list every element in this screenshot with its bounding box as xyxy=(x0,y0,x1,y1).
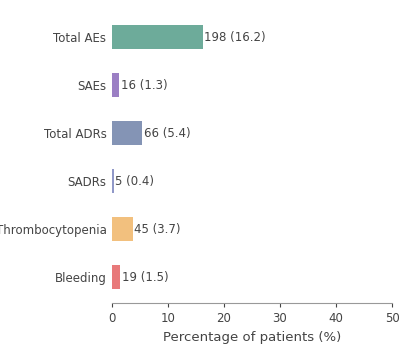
Text: 16 (1.3): 16 (1.3) xyxy=(121,79,168,92)
Bar xyxy=(112,265,120,289)
Bar xyxy=(112,217,133,241)
Text: 45 (3.7): 45 (3.7) xyxy=(134,222,181,236)
Text: 5 (0.4): 5 (0.4) xyxy=(115,175,154,187)
Bar xyxy=(112,25,203,49)
Text: 19 (1.5): 19 (1.5) xyxy=(122,271,169,283)
X-axis label: Percentage of patients (%): Percentage of patients (%) xyxy=(163,331,341,344)
Text: 198 (16.2): 198 (16.2) xyxy=(204,31,266,44)
Bar xyxy=(112,169,114,193)
Bar xyxy=(112,121,142,145)
Bar xyxy=(112,73,119,97)
Text: 66 (5.4): 66 (5.4) xyxy=(144,127,190,140)
